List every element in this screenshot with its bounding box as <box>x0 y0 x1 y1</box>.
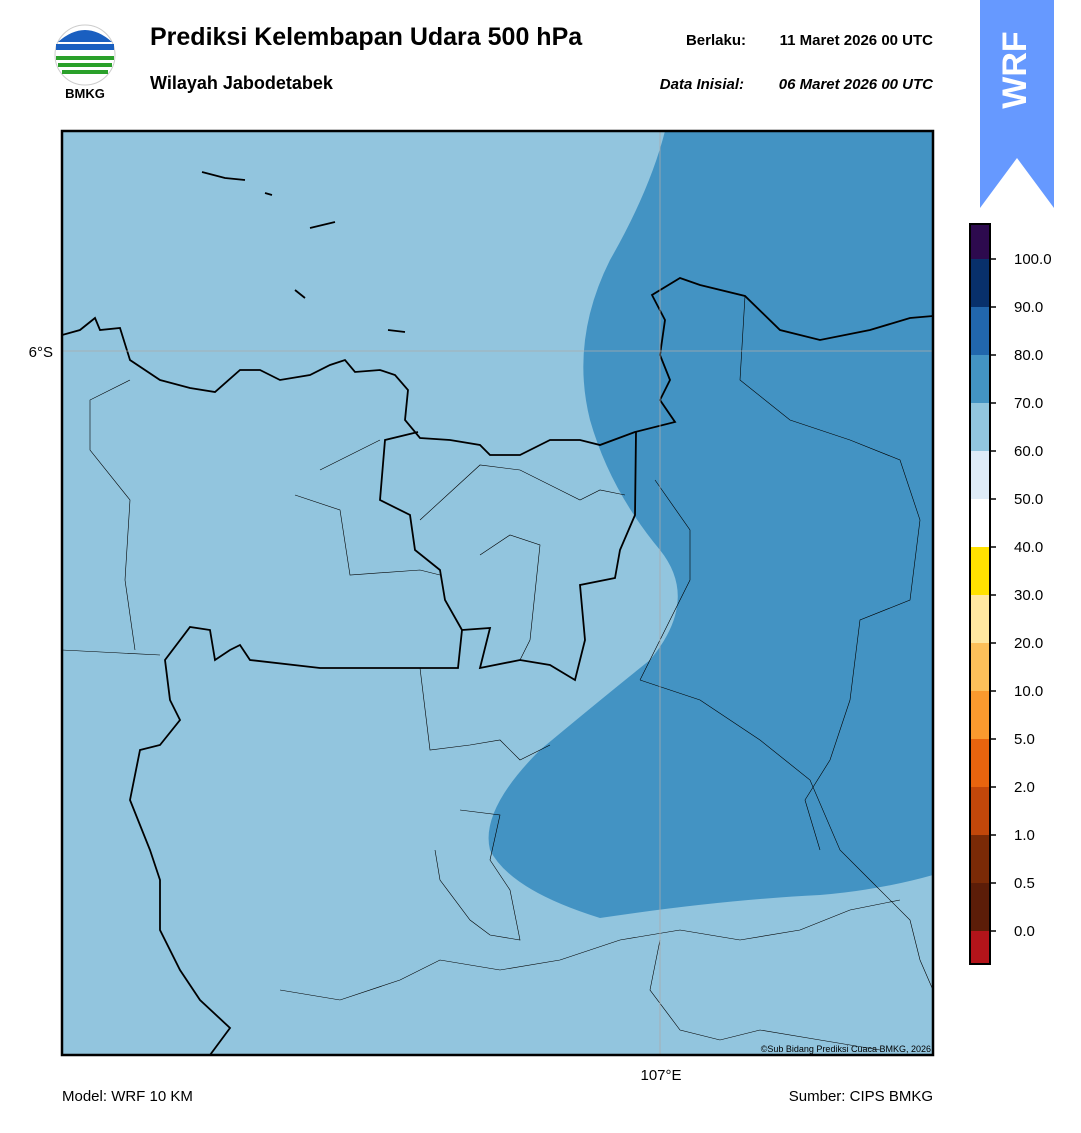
colorbar-label: 60.0 <box>1014 443 1043 460</box>
colorbar-segment <box>970 224 990 259</box>
colorbar-segment <box>970 931 990 964</box>
init-date: 06 Maret 2026 00 UTC <box>779 76 934 93</box>
colorbar-segment <box>970 547 990 595</box>
footer-source: Sumber: CIPS BMKG <box>789 1088 933 1105</box>
colorbar-segment <box>970 451 990 499</box>
colorbar-segment <box>970 835 990 883</box>
colorbar-segment <box>970 787 990 835</box>
lon-label: 107°E <box>640 1067 681 1084</box>
subtitle: Wilayah Jabodetabek <box>150 73 334 93</box>
colorbar-frame <box>969 223 991 965</box>
colorbar-label: 40.0 <box>1014 539 1043 556</box>
colorbar-segment <box>970 403 990 451</box>
colorbar-label: 100.0 <box>1014 251 1052 268</box>
lat-label: 6°S <box>29 344 53 361</box>
colorbar-segment <box>970 691 990 739</box>
colorbar-label: 80.0 <box>1014 347 1043 364</box>
colorbar-label: 30.0 <box>1014 587 1043 604</box>
footer-model: Model: WRF 10 KM <box>62 1088 193 1105</box>
colorbar-segment <box>970 883 990 931</box>
colorbar-segment <box>970 643 990 691</box>
colorbar-label: 0.0 <box>1014 923 1035 940</box>
map: ©Sub Bidang Prediksi Cuaca BMKG, 2026 <box>62 131 933 1055</box>
colorbar-label: 1.0 <box>1014 827 1035 844</box>
colorbar-segment <box>970 595 990 643</box>
logo-text: BMKG <box>65 86 105 101</box>
colorbar-segment <box>970 499 990 547</box>
colorbar-segment <box>970 259 990 307</box>
valid-label: Berlaku: <box>686 32 746 49</box>
colorbar-label: 70.0 <box>1014 395 1043 412</box>
colorbar-segment <box>970 307 990 355</box>
title: Prediksi Kelembapan Udara 500 hPa <box>150 23 583 51</box>
colorbar-label: 2.0 <box>1014 779 1035 796</box>
badge-text: WRF <box>996 31 1034 108</box>
colorbar-label: 0.5 <box>1014 875 1035 892</box>
colorbar-label: 20.0 <box>1014 635 1043 652</box>
colorbar-label: 50.0 <box>1014 491 1043 508</box>
colorbar-segment <box>970 355 990 403</box>
colorbar-label: 5.0 <box>1014 731 1035 748</box>
map-frame <box>60 129 935 1057</box>
logo: BMKG <box>54 24 116 101</box>
colorbar-label: 90.0 <box>1014 299 1043 316</box>
credit: ©Sub Bidang Prediksi Cuaca BMKG, 2026 <box>761 1044 931 1054</box>
init-label: Data Inisial: <box>660 76 744 93</box>
colorbar-label: 10.0 <box>1014 683 1043 700</box>
colorbar-segment <box>970 739 990 787</box>
badge <box>980 0 1054 208</box>
colorbar: 100.0 90.0 80.0 70.0 60.0 50.0 40.0 30.0 20.0 10.… <box>969 223 1052 965</box>
valid-date: 11 Maret 2026 00 UTC <box>780 32 934 49</box>
